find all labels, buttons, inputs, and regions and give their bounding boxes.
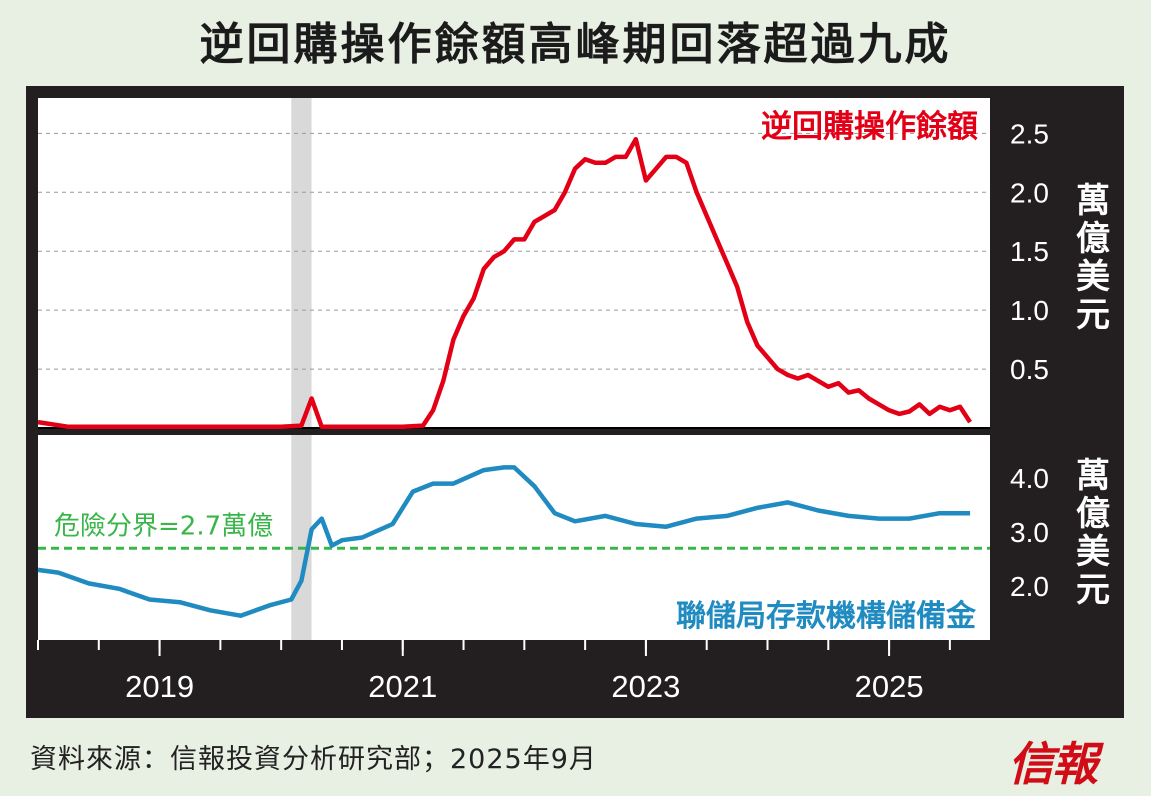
top-unit-label-char: 萬: [1076, 181, 1110, 221]
reserves-line: [37, 465, 971, 618]
x-tick-label: 2021: [368, 669, 437, 704]
danger-threshold-label: 危險分界=2.7萬億: [54, 511, 273, 541]
x-tick-label: 2019: [125, 669, 194, 704]
reverse-repo-series-label: 逆回購操作餘額: [761, 109, 978, 145]
bottom-unit-label-char: 萬: [1076, 456, 1110, 496]
reverse-repo-line: [37, 136, 972, 430]
source-note: 資料來源：信報投資分析研究部；2025年9月: [30, 744, 597, 775]
bottom-unit-label-char: 元: [1076, 570, 1110, 610]
publisher-logo: 信報: [1008, 737, 1098, 791]
shaded-period-top: [291, 98, 312, 428]
bottom-y-tick-label: 3.0: [1010, 517, 1049, 548]
chart-title: 逆回購操作餘額高峰期回落超過九成: [199, 19, 952, 70]
top-unit-label-char: 億: [1076, 219, 1110, 259]
bottom-y-tick-label: 4.0: [1010, 463, 1049, 494]
top-panel-bg: [38, 98, 990, 428]
reserves-series-label: 聯儲局存款機構儲備金: [676, 599, 977, 634]
top-y-tick-label: 1.5: [1010, 236, 1049, 267]
x-tick-label: 2023: [611, 669, 680, 704]
top-y-tick-label: 2.5: [1010, 118, 1049, 149]
top-y-tick-label: 1.0: [1010, 295, 1049, 326]
top-y-tick-label: 0.5: [1010, 354, 1049, 385]
top-unit-label-char: 美: [1076, 257, 1110, 297]
top-unit-label-char: 元: [1076, 295, 1110, 335]
x-tick-label: 2025: [855, 669, 924, 704]
bottom-unit-label-char: 億: [1076, 494, 1110, 534]
top-y-tick-label: 2.0: [1010, 177, 1049, 208]
bottom-y-tick-label: 2.0: [1010, 571, 1049, 602]
bottom-unit-label-char: 美: [1076, 532, 1110, 572]
